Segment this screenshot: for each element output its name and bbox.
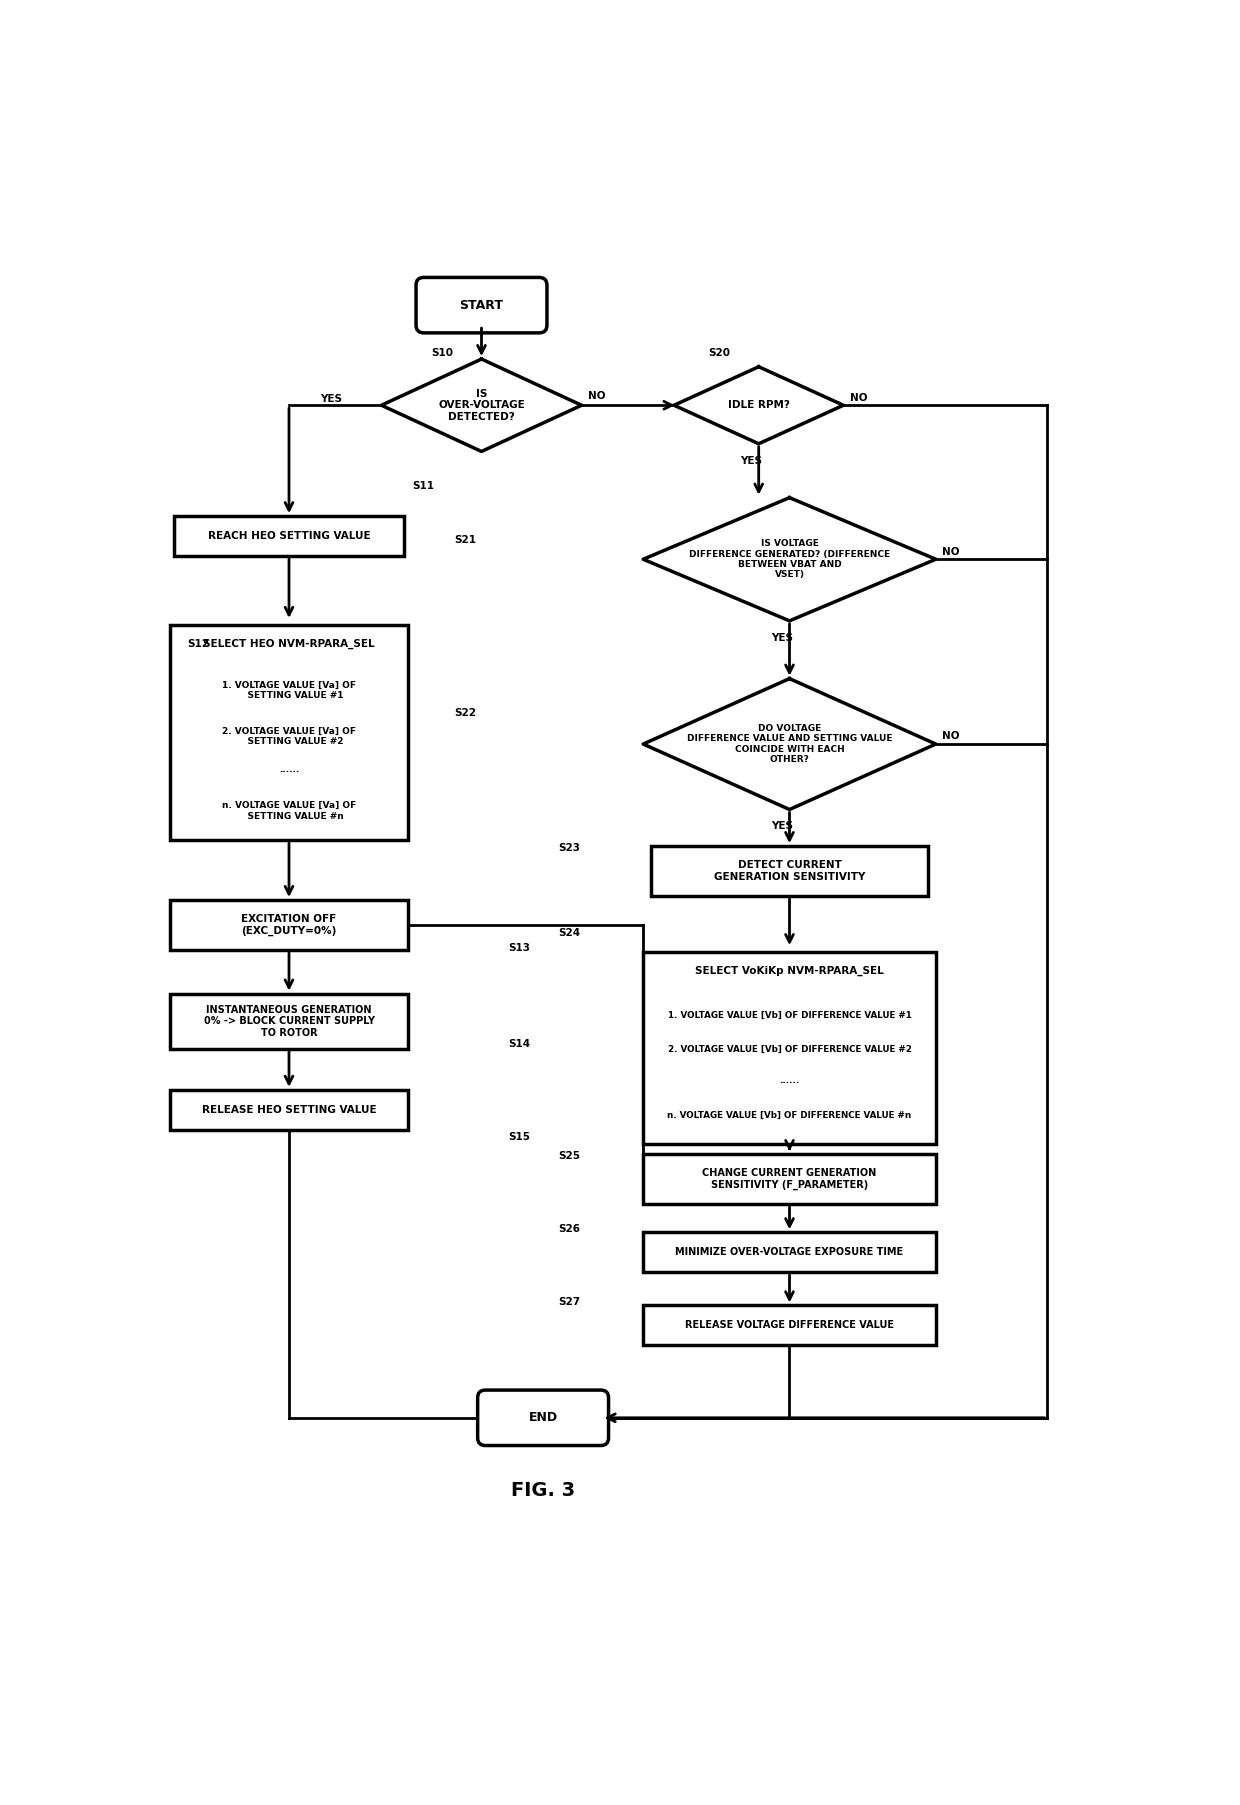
Text: 1. VOLTAGE VALUE [Va] OF
    SETTING VALUE #1: 1. VOLTAGE VALUE [Va] OF SETTING VALUE #… (222, 680, 356, 700)
Text: REACH HEO SETTING VALUE: REACH HEO SETTING VALUE (207, 531, 371, 542)
Bar (170, 1090, 408, 1130)
Bar (644, 1153, 936, 1204)
Text: YES: YES (740, 455, 763, 466)
Text: IS VOLTAGE
DIFFERENCE GENERATED? (DIFFERENCE
BETWEEN VBAT AND
VSET): IS VOLTAGE DIFFERENCE GENERATED? (DIFFER… (689, 540, 890, 579)
Text: NO: NO (942, 731, 960, 742)
Text: DO VOLTAGE
DIFFERENCE VALUE AND SETTING VALUE
COINCIDE WITH EACH
OTHER?: DO VOLTAGE DIFFERENCE VALUE AND SETTING … (687, 724, 893, 764)
Text: DETECT CURRENT
GENERATION SENSITIVITY: DETECT CURRENT GENERATION SENSITIVITY (714, 861, 866, 883)
Text: S22: S22 (455, 708, 476, 718)
FancyBboxPatch shape (417, 278, 547, 332)
Text: RELEASE HEO SETTING VALUE: RELEASE HEO SETTING VALUE (202, 1105, 376, 1115)
Text: S26: S26 (558, 1224, 580, 1235)
Text: NO: NO (588, 392, 605, 401)
Bar (644, 1233, 936, 1273)
Polygon shape (675, 366, 843, 444)
Text: SELECT VoKiKp NVM-RPARA_SEL: SELECT VoKiKp NVM-RPARA_SEL (696, 966, 884, 975)
Text: SELECT HEO NVM-RPARA_SEL: SELECT HEO NVM-RPARA_SEL (203, 639, 374, 650)
Bar (170, 993, 408, 1049)
Text: S27: S27 (558, 1298, 580, 1307)
FancyBboxPatch shape (477, 1390, 609, 1446)
Text: ......: ...... (279, 765, 299, 774)
Text: YES: YES (771, 634, 792, 643)
Polygon shape (382, 359, 582, 451)
Text: S20: S20 (708, 348, 730, 357)
Text: S21: S21 (455, 534, 476, 545)
Text: NO: NO (942, 547, 960, 556)
Text: RELEASE VOLTAGE DIFFERENCE VALUE: RELEASE VOLTAGE DIFFERENCE VALUE (684, 1321, 894, 1330)
Polygon shape (644, 679, 936, 809)
Text: 2. VOLTAGE VALUE [Va] OF
    SETTING VALUE #2: 2. VOLTAGE VALUE [Va] OF SETTING VALUE #… (222, 727, 356, 745)
Bar (170, 625, 408, 841)
Text: YES: YES (771, 821, 792, 832)
Text: S12: S12 (187, 639, 210, 650)
Bar (170, 901, 408, 949)
Text: S11: S11 (412, 482, 434, 491)
Text: NO: NO (849, 392, 867, 403)
Text: n. VOLTAGE VALUE [Vb] OF DIFFERENCE VALUE #n: n. VOLTAGE VALUE [Vb] OF DIFFERENCE VALU… (667, 1110, 911, 1119)
Text: INSTANTANEOUS GENERATION
0% -> BLOCK CURRENT SUPPLY
TO ROTOR: INSTANTANEOUS GENERATION 0% -> BLOCK CUR… (203, 1005, 374, 1038)
Bar (644, 951, 936, 1144)
Text: S13: S13 (508, 942, 531, 953)
Text: YES: YES (320, 393, 342, 404)
Text: S23: S23 (558, 843, 580, 854)
Text: ......: ...... (780, 1076, 800, 1085)
Bar (644, 1305, 936, 1345)
Bar (651, 847, 928, 895)
Text: IS
OVER-VOLTAGE
DETECTED?: IS OVER-VOLTAGE DETECTED? (438, 388, 525, 422)
Text: END: END (528, 1412, 558, 1424)
Text: 2. VOLTAGE VALUE [Vb] OF DIFFERENCE VALUE #2: 2. VOLTAGE VALUE [Vb] OF DIFFERENCE VALU… (667, 1045, 911, 1054)
Polygon shape (644, 498, 936, 621)
Bar (174, 516, 404, 556)
Text: FIG. 3: FIG. 3 (511, 1482, 575, 1500)
Text: S25: S25 (558, 1152, 580, 1161)
Text: MINIMIZE OVER-VOLTAGE EXPOSURE TIME: MINIMIZE OVER-VOLTAGE EXPOSURE TIME (676, 1247, 904, 1258)
Text: EXCITATION OFF
(EXC_DUTY=0%): EXCITATION OFF (EXC_DUTY=0%) (242, 913, 337, 937)
Text: IDLE RPM?: IDLE RPM? (728, 401, 790, 410)
Text: S15: S15 (508, 1132, 531, 1143)
Text: S10: S10 (432, 348, 454, 357)
Text: 1. VOLTAGE VALUE [Vb] OF DIFFERENCE VALUE #1: 1. VOLTAGE VALUE [Vb] OF DIFFERENCE VALU… (667, 1011, 911, 1020)
Text: S24: S24 (558, 928, 580, 939)
Text: CHANGE CURRENT GENERATION
SENSITIVITY (F_PARAMETER): CHANGE CURRENT GENERATION SENSITIVITY (F… (702, 1168, 877, 1189)
Text: n. VOLTAGE VALUE [Va] OF
    SETTING VALUE #n: n. VOLTAGE VALUE [Va] OF SETTING VALUE #… (222, 801, 356, 821)
Text: START: START (460, 298, 503, 312)
Text: S14: S14 (508, 1040, 531, 1049)
